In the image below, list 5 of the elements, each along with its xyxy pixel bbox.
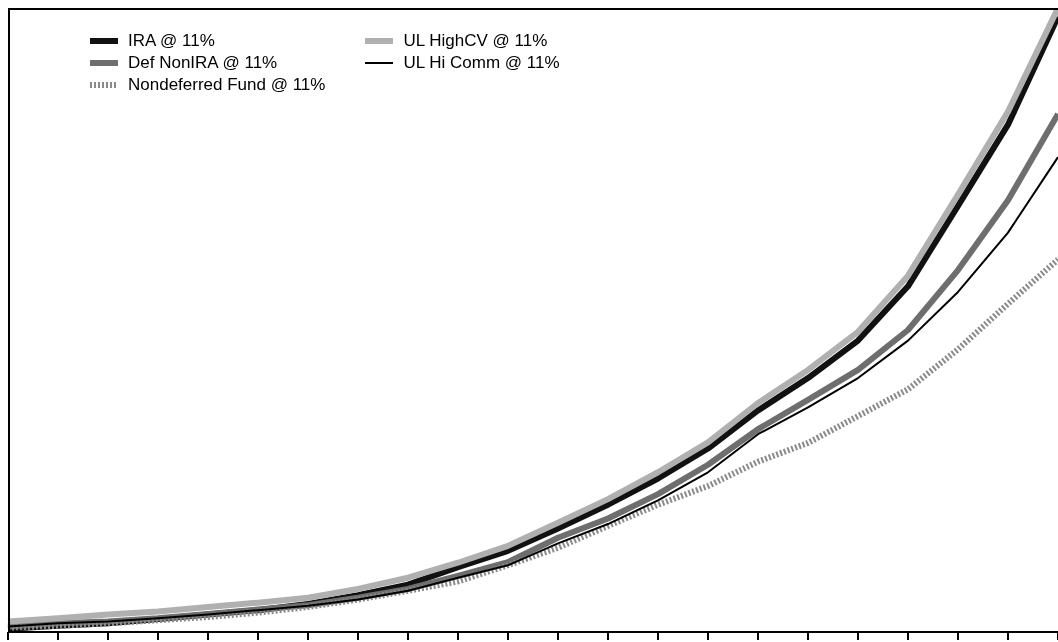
legend-label: Def NonIRA @ 11% bbox=[128, 52, 278, 74]
legend-label: UL Hi Comm @ 11% bbox=[403, 52, 560, 74]
legend-label: IRA @ 11% bbox=[128, 30, 215, 52]
legend-label: Nondeferred Fund @ 11% bbox=[128, 74, 326, 96]
legend-label: UL HighCV @ 11% bbox=[403, 30, 548, 52]
